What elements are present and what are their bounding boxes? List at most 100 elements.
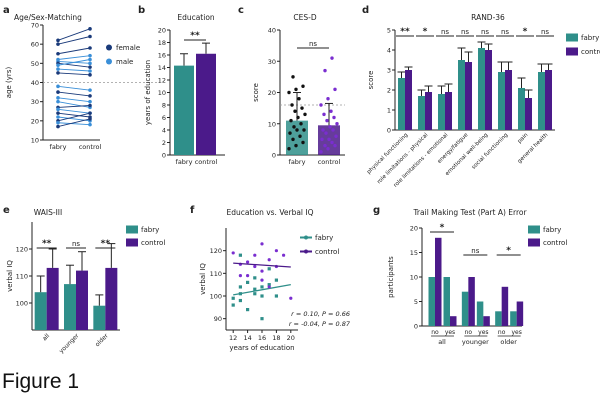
- c-point: [294, 143, 298, 148]
- f-annotation-fabry: r = 0.10, P = 0.66: [291, 310, 350, 318]
- f-legend-control-label: control: [315, 248, 339, 256]
- g-x-subtick-label: no: [431, 329, 439, 336]
- a-point: [56, 115, 60, 119]
- b-bar-fabry: [174, 65, 194, 155]
- f-point-fabry: [238, 285, 242, 289]
- title-g: Trail Making Test (Part A) Error: [412, 208, 527, 217]
- e-x-tick-label: all: [41, 332, 51, 342]
- c-point: [321, 128, 325, 132]
- d-bar-control: [525, 98, 532, 130]
- c-point: [335, 122, 339, 126]
- a-pair-line: [57, 28, 91, 41]
- e-bar-fabry: [64, 284, 76, 330]
- d-significance-label: ns: [461, 28, 469, 36]
- g-bar-control: [435, 237, 442, 326]
- c-point: [301, 140, 305, 145]
- g-bar-fabry: [443, 277, 450, 326]
- f-x-tick-label: 20: [287, 334, 295, 342]
- d-significance-label: ns: [541, 28, 549, 36]
- c-point: [299, 122, 303, 126]
- c-y-tick-label: 30: [268, 58, 276, 66]
- c-y-tick-label: 40: [268, 27, 276, 35]
- a-pair-line: [57, 59, 91, 66]
- b-y-tick-label: 0: [162, 152, 166, 160]
- f-x-tick-label: 14: [243, 334, 251, 342]
- d-y-tick-label: 1: [387, 107, 391, 115]
- c-significance-label: ns: [309, 40, 317, 48]
- c-point: [291, 137, 295, 142]
- a-point: [88, 46, 92, 50]
- f-point-fabry: [238, 298, 242, 303]
- d-legend-fabry-marker: [566, 33, 578, 42]
- f-point-control: [246, 260, 250, 264]
- a-point: [88, 111, 92, 115]
- e-x-tick-label: older: [94, 332, 110, 348]
- g-y-tick-label: 10: [410, 274, 418, 282]
- f-point-fabry: [260, 294, 264, 298]
- a-point: [88, 61, 92, 66]
- a-pair-line: [57, 72, 91, 76]
- b-y-tick-label: 16: [158, 52, 166, 60]
- panel-letter-d: d: [362, 5, 369, 16]
- d-x-tick-label: social functioning: [471, 132, 509, 170]
- a-y-tick-label: 30: [31, 98, 39, 106]
- b-bar-control: [196, 53, 216, 155]
- g-bar-fabry: [476, 301, 484, 326]
- a-pair-line: [57, 97, 91, 103]
- g-y-tick-label: 20: [410, 225, 418, 233]
- d-bar-fabry: [518, 88, 525, 130]
- f-y-tick-label: 90: [214, 315, 222, 323]
- panel-letter-e: e: [3, 205, 10, 216]
- f-point-fabry: [253, 292, 257, 296]
- d-bar-control: [485, 50, 492, 130]
- g-bar-fabry: [495, 311, 502, 326]
- c-ylabel: score: [252, 83, 260, 102]
- a-pair-line: [57, 108, 91, 114]
- e-significance-label: **: [42, 239, 52, 249]
- panel-letter-b: b: [138, 5, 145, 16]
- f-xlabel: years of education: [229, 344, 294, 352]
- a-pair-line: [57, 105, 91, 108]
- f-point-control: [260, 269, 264, 273]
- d-bar-control: [465, 62, 472, 130]
- figure-caption: Figure 1: [2, 370, 80, 393]
- f-x-tick-label: 12: [229, 334, 237, 342]
- a-point: [56, 63, 60, 68]
- b-ylabel: years of education: [144, 60, 152, 125]
- panel-letter-f: f: [190, 205, 195, 216]
- f-point-fabry: [267, 283, 271, 287]
- e-y-tick-label: 100: [16, 300, 28, 308]
- g-legend-control-label: control: [543, 239, 567, 247]
- e-y-tick-label: 110: [16, 273, 28, 281]
- c-point: [287, 90, 291, 95]
- a-point: [88, 27, 92, 31]
- f-point-fabry: [260, 317, 264, 321]
- a-pair-line: [57, 55, 91, 60]
- e-bar-control: [76, 270, 88, 330]
- c-point: [322, 112, 326, 117]
- f-point-control: [267, 258, 271, 262]
- b-y-tick-label: 8: [162, 102, 166, 110]
- a-pair-line: [57, 36, 91, 45]
- d-legend-control-marker: [566, 47, 578, 56]
- c-x-tick-label: control: [318, 158, 341, 166]
- g-bar-fabry: [510, 311, 517, 326]
- d-bar-fabry: [498, 72, 505, 130]
- a-point: [56, 124, 60, 129]
- d-bar-control: [405, 70, 412, 130]
- c-point: [289, 118, 293, 123]
- d-y-tick-label: 4: [387, 47, 391, 55]
- e-significance-label: **: [101, 239, 111, 249]
- title-a: Age/Sex-Matching: [14, 13, 82, 22]
- a-point: [56, 90, 60, 94]
- a-x-tick-label: fabry: [50, 143, 67, 151]
- a-y-tick-label: 10: [31, 137, 39, 145]
- title-f: Education vs. Verbal IQ: [226, 208, 313, 217]
- f-point-control: [253, 253, 257, 257]
- a-pair-line: [57, 68, 91, 72]
- b-y-tick-label: 2: [162, 139, 166, 147]
- c-point: [324, 131, 328, 135]
- a-point: [56, 38, 60, 43]
- a-pair-line: [57, 112, 91, 118]
